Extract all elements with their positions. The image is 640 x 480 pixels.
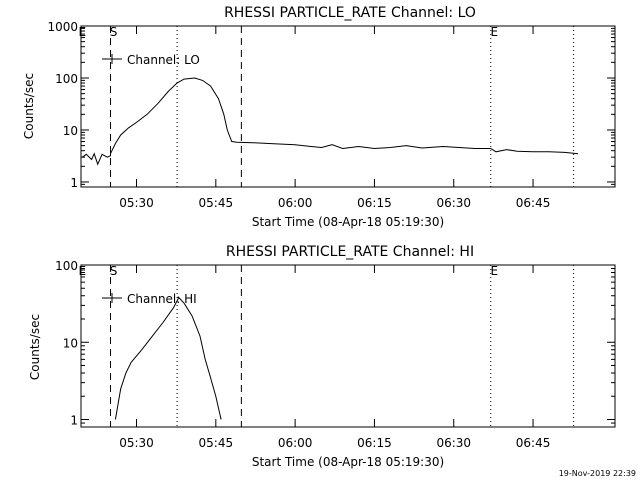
plot-frame [80, 264, 616, 428]
x-tick-label: 05:30 [119, 436, 154, 450]
legend-label: Channel: HI [127, 292, 197, 306]
y-tick-label: 1 [70, 414, 78, 428]
y-tick-label: 100 [55, 259, 78, 273]
y-ticks: 1 10 100 [55, 259, 615, 428]
y-axis-label: Counts/sec [28, 314, 42, 380]
y-tick-label: 10 [63, 336, 78, 350]
legend-label: Channel: LO [127, 53, 200, 67]
chart-lo: RHESSI PARTICLE_RATE Channel: LO Counts/… [22, 5, 616, 229]
x-axis-label: Start Time (08-Apr-18 05:19:30) [252, 215, 444, 229]
chart-title: RHESSI PARTICLE_RATE Channel: HI [226, 244, 474, 260]
top-mark-label: E [490, 264, 498, 278]
x-tick-label: 06:00 [278, 436, 313, 450]
top-mark-label: E [79, 264, 87, 278]
x-tick-label: 06:00 [278, 196, 313, 210]
markers [110, 265, 575, 427]
x-ticks: 05:30 05:45 06:00 06:15 06:30 06:45 [119, 265, 550, 450]
y-tick-label: 100 [55, 72, 78, 86]
y-tick-label: 1 [70, 176, 78, 190]
top-mark-label: E [79, 25, 87, 39]
y-ticks: 1 10 100 1000 [47, 20, 615, 190]
chart-title: RHESSI PARTICLE_RATE Channel: LO [224, 5, 476, 21]
x-ticks: 05:30 05:45 06:00 06:15 06:30 06:45 [119, 26, 550, 210]
y-tick-label: 10 [63, 124, 78, 138]
x-tick-label: 06:30 [436, 436, 471, 450]
footer-timestamp: 19-Nov-2019 22:39 [559, 469, 636, 478]
x-tick-label: 06:15 [357, 436, 392, 450]
x-axis-label: Start Time (08-Apr-18 05:19:30) [252, 455, 444, 469]
x-tick-label: 06:15 [357, 196, 392, 210]
y-tick-label: 1000 [47, 20, 78, 34]
y-axis-label: Counts/sec [22, 73, 36, 139]
x-tick-label: 05:45 [199, 196, 234, 210]
chart-hi: RHESSI PARTICLE_RATE Channel: HI Counts/… [28, 244, 616, 469]
top-mark-label: E [490, 25, 498, 39]
markers [110, 26, 575, 187]
x-tick-label: 05:30 [119, 196, 154, 210]
x-tick-label: 06:30 [436, 196, 471, 210]
top-mark-label: S [110, 25, 118, 39]
series-line [114, 296, 222, 420]
x-tick-label: 05:45 [199, 436, 234, 450]
series-line [82, 77, 579, 166]
plot-frame [80, 25, 616, 188]
x-tick-label: 06:45 [516, 436, 551, 450]
top-mark-label: S [110, 264, 118, 278]
x-tick-label: 06:45 [516, 196, 551, 210]
